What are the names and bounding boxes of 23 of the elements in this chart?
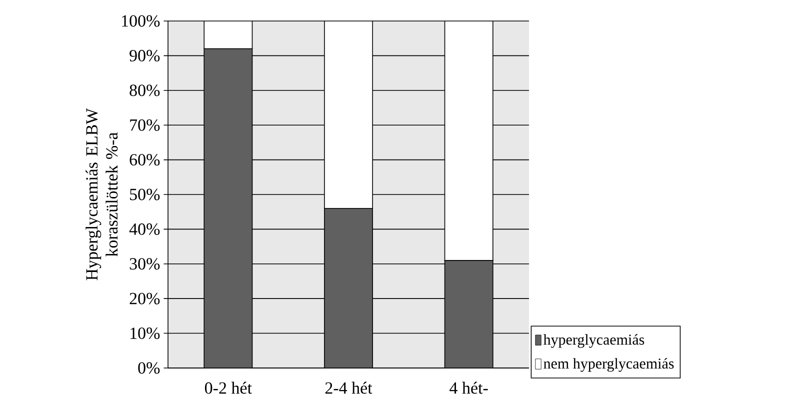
y-tick-label: 70%	[130, 119, 160, 131]
y-tick-label: 50%	[130, 188, 160, 200]
legend-label: hyperglycaemiás	[543, 334, 644, 348]
bar	[204, 48, 253, 368]
y-tick-label: 20%	[130, 292, 160, 304]
y-tick-label: 10%	[130, 328, 160, 340]
legend-label: nem hyperglycaemiás	[544, 358, 674, 372]
y-axis-title: Hyperglycaemiás ELBW koraszülöttek %-a	[86, 108, 118, 280]
x-tick-label: 4 hét-	[450, 382, 488, 394]
x-tick-label: 2-4 hét	[325, 382, 372, 394]
y-tick-label: 80%	[130, 84, 160, 96]
bar	[444, 260, 494, 368]
y-tick-label: 100%	[122, 15, 160, 27]
bar	[444, 20, 494, 261]
y-tick-label: 60%	[130, 154, 160, 166]
y-tick-label: 30%	[130, 258, 160, 270]
y-tick-label: 40%	[129, 223, 160, 235]
y-tick-label: 0%	[138, 362, 160, 374]
bar	[324, 208, 373, 368]
x-tick-label: 0-2 hét	[204, 382, 252, 394]
bar	[324, 20, 373, 209]
bar	[204, 20, 253, 50]
y-tick-label: 90%	[130, 50, 160, 62]
